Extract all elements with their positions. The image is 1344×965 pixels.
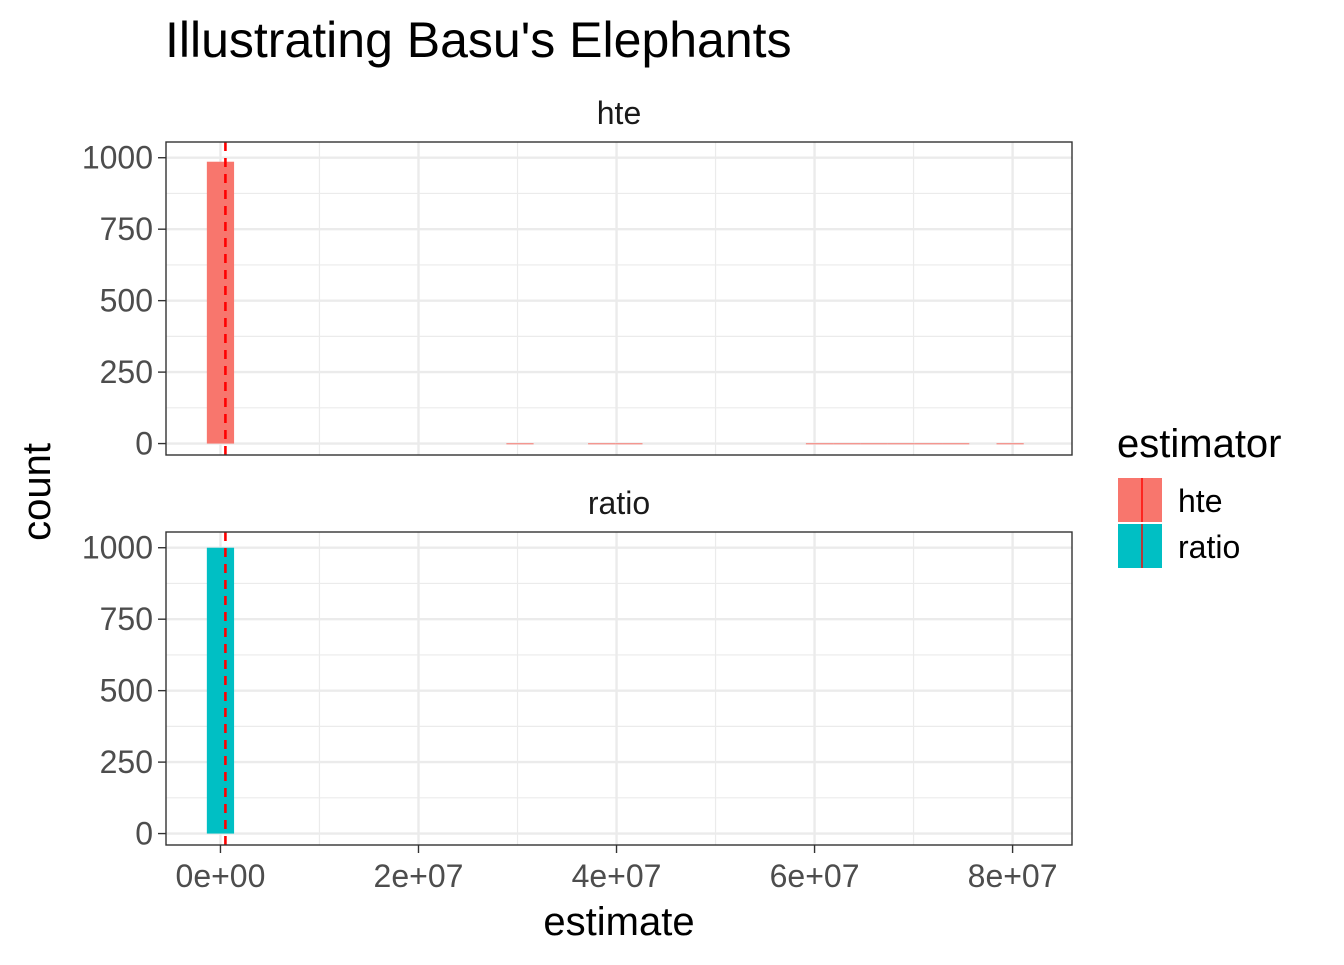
panel-border (165, 531, 1073, 846)
y-tick-label: 0 (135, 816, 153, 852)
legend-key (1118, 524, 1162, 568)
histogram-bar (833, 443, 861, 445)
histogram-bar (887, 443, 915, 445)
y-tick-label: 0 (135, 426, 153, 462)
histogram-bar (860, 443, 888, 445)
x-axis-label: estimate (543, 900, 694, 944)
histogram-bar (206, 547, 235, 834)
legend-label: ratio (1178, 529, 1240, 565)
y-tick-label: 1000 (82, 140, 153, 176)
legend: hte ratio (1118, 478, 1240, 568)
histogram-bar (588, 443, 616, 445)
histogram-bar (942, 443, 970, 445)
y-tick-label: 750 (100, 601, 153, 637)
legend-label: hte (1178, 483, 1222, 519)
chart-title: Illustrating Basu's Elephants (165, 12, 792, 68)
legend-item-hte: hte (1118, 478, 1222, 522)
y-tick-label: 1000 (82, 530, 153, 566)
y-axis-label: count (15, 443, 59, 541)
legend-key (1118, 478, 1162, 522)
y-tick-label: 250 (100, 744, 153, 780)
panel-background (166, 532, 1072, 845)
y-tick-label: 750 (100, 211, 153, 247)
x-tick-label: 2e+07 (374, 858, 464, 894)
y-tick-label: 500 (100, 283, 153, 319)
histogram-bar (805, 443, 834, 445)
x-tick-label: 6e+07 (770, 858, 860, 894)
panel-hte: hte 0 250 500 750 1000 (82, 95, 1073, 462)
legend-item-ratio: ratio (1118, 524, 1240, 568)
x-tick-label: 8e+07 (968, 858, 1058, 894)
panel-border (165, 141, 1073, 456)
panels-group: hte 0 250 500 750 1000 ratio 0 250 500 750 1000 0e+0… (82, 95, 1073, 894)
histogram-bar (506, 443, 534, 445)
facet-label: ratio (588, 485, 650, 521)
facet-label: hte (597, 95, 641, 131)
histogram-bar (615, 443, 643, 445)
legend-title: estimator (1117, 422, 1282, 466)
panel-ratio: ratio 0 250 500 750 1000 0e+00 2e+07 4e+07 6e+07 8… (82, 485, 1073, 894)
panel-background (166, 142, 1072, 455)
histogram-bar (996, 443, 1024, 445)
histogram-bar (914, 443, 943, 445)
x-tick-label: 0e+00 (176, 858, 266, 894)
x-tick-label: 4e+07 (572, 858, 662, 894)
histogram-bar (206, 161, 235, 444)
y-tick-label: 250 (100, 354, 153, 390)
y-tick-label: 500 (100, 673, 153, 709)
